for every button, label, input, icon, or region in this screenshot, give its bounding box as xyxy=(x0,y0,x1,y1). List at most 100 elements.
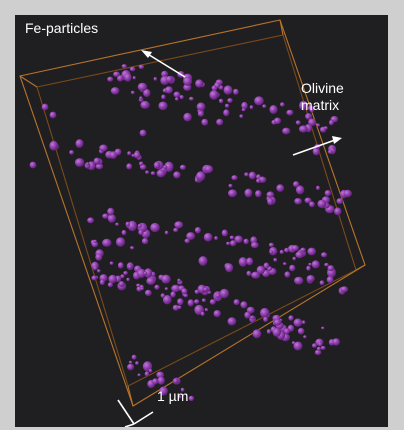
fe-particle xyxy=(215,293,221,298)
fe-particle xyxy=(293,181,300,188)
fe-particle xyxy=(131,90,135,95)
fe-particle xyxy=(160,293,165,298)
fe-particle xyxy=(319,280,325,286)
fe-particle xyxy=(170,291,176,298)
fe-particle xyxy=(95,253,103,261)
fe-particle xyxy=(173,378,179,384)
fe-particle xyxy=(214,236,218,241)
scale-axes xyxy=(117,399,154,427)
fe-particle xyxy=(302,320,306,325)
fe-particle xyxy=(140,100,150,109)
fe-particle xyxy=(189,96,194,101)
fe-particle xyxy=(203,232,213,242)
fe-particle xyxy=(320,345,326,350)
fe-particle xyxy=(240,301,248,309)
fe-particle xyxy=(125,221,130,227)
fe-particle xyxy=(329,119,334,126)
fe-particle xyxy=(255,190,262,198)
fe-particle xyxy=(148,368,153,373)
fe-particle xyxy=(227,317,237,326)
fe-particle xyxy=(294,276,304,285)
fe-particle xyxy=(293,341,303,351)
fe-particle xyxy=(117,75,124,82)
fe-particle xyxy=(263,316,269,323)
fe-particle xyxy=(127,264,133,270)
fe-particle xyxy=(294,198,302,205)
fe-particle xyxy=(309,201,315,208)
fe-particle xyxy=(201,298,206,303)
fe-particle xyxy=(139,161,144,166)
fe-particle xyxy=(137,82,148,92)
fe-particle xyxy=(161,274,171,284)
fe-particle xyxy=(197,284,206,294)
fe-particle xyxy=(250,236,258,244)
fe-particle xyxy=(196,102,206,111)
fe-particle xyxy=(231,175,238,181)
fe-particle xyxy=(317,199,327,209)
fe-particle xyxy=(312,343,317,348)
fe-particle xyxy=(326,276,334,284)
fe-particle xyxy=(115,222,119,226)
fe-particle xyxy=(263,262,270,269)
fe-particle xyxy=(172,304,180,311)
box-edge xyxy=(279,19,284,36)
box-edge xyxy=(127,385,134,407)
fe-particle xyxy=(107,282,113,288)
fe-particle xyxy=(102,213,109,219)
fe-particle xyxy=(216,118,224,126)
fe-particle xyxy=(124,73,132,82)
fe-particle xyxy=(293,318,303,327)
fe-particle xyxy=(308,262,312,266)
fe-particle xyxy=(306,275,315,283)
fe-particle xyxy=(117,262,124,269)
olivine-arrow xyxy=(292,139,336,156)
fe-particle xyxy=(225,263,234,273)
fe-particle xyxy=(99,144,108,152)
box-edge xyxy=(19,75,38,88)
fe-particle xyxy=(95,163,104,170)
fe-particle xyxy=(110,87,120,95)
fe-particle xyxy=(283,328,290,335)
fe-particle xyxy=(198,256,208,266)
fe-particle xyxy=(177,298,184,306)
fe-particle xyxy=(93,265,98,271)
fe-particle xyxy=(157,376,165,385)
fe-particle xyxy=(295,185,305,195)
fe-particle xyxy=(284,271,291,278)
fe-particle xyxy=(173,91,181,98)
fe-particle xyxy=(295,120,301,125)
fe-particle xyxy=(123,271,128,275)
fe-particle xyxy=(152,378,159,385)
fe-particle xyxy=(107,214,116,223)
box-front-face xyxy=(19,19,366,407)
axis-line xyxy=(124,423,135,427)
fe-particle xyxy=(126,277,130,282)
fe-particle xyxy=(250,315,255,320)
fe-particle xyxy=(306,265,311,271)
fe-particle xyxy=(75,139,84,148)
fe-particle xyxy=(272,327,281,337)
fe-particle xyxy=(107,76,114,82)
fe-particle xyxy=(241,101,248,110)
fe-particle xyxy=(93,239,97,243)
fe-particle xyxy=(135,361,139,365)
fe-particle xyxy=(130,246,135,250)
fe-particle xyxy=(316,123,320,127)
fe-particle xyxy=(246,257,254,266)
fe-particle xyxy=(203,287,208,292)
fe-particle xyxy=(132,76,136,80)
fe-particle xyxy=(118,281,125,287)
fe-particle xyxy=(188,395,195,402)
fe-particle xyxy=(228,189,237,198)
fe-particle xyxy=(69,150,74,155)
fe-particle xyxy=(284,247,289,253)
fe-particle xyxy=(162,295,172,305)
fe-particle xyxy=(138,229,144,236)
fe-particle xyxy=(303,335,307,339)
fe-particle xyxy=(139,96,143,100)
fe-particle xyxy=(299,100,308,111)
fe-particle xyxy=(187,299,194,307)
fe-particle xyxy=(177,278,181,283)
fe-particle xyxy=(250,242,259,249)
